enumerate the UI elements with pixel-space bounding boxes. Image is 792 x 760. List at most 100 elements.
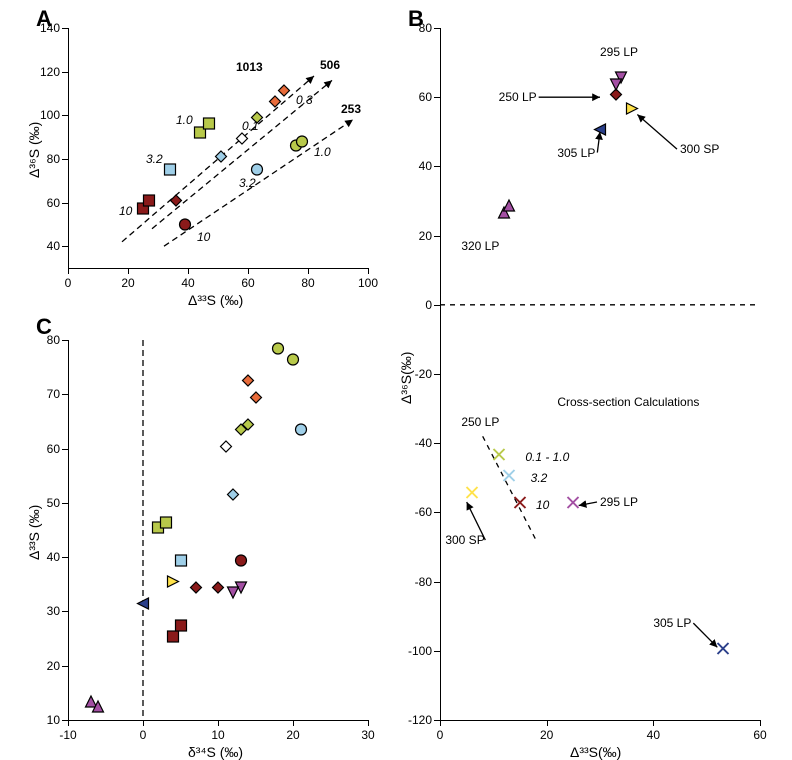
tick-label-x: 60 [750,728,770,742]
annotation: 250 LP [461,415,499,429]
data-marker [566,495,581,515]
tick-label-x: 0 [133,728,153,742]
tick-label-y: 100 [40,108,60,122]
annotation: 3.2 [146,152,163,166]
tick-label-x: 30 [358,728,378,742]
data-marker [502,198,517,218]
annotation: 0.3 [296,93,313,107]
tick-label-x: 0 [430,728,450,742]
tick-label-x: 100 [358,276,378,290]
data-marker [166,574,181,594]
data-marker [188,580,203,600]
annotation: 3.2 [239,176,256,190]
tick-label-y: 20 [47,659,60,673]
tick-label-y: -20 [415,367,432,381]
tick-label-y: -120 [408,713,432,727]
tick-label-y: 80 [47,152,60,166]
tick-label-y: 50 [47,496,60,510]
trend-label: 1013 [236,60,263,74]
data-marker [465,485,480,505]
tick-label-y: -40 [415,436,432,450]
tick-label-y: -100 [408,644,432,658]
data-marker [173,553,188,573]
data-marker [241,373,256,393]
tick-label-x: 0 [58,276,78,290]
x-axis-label: Δ³³S (‰) [188,292,243,308]
annotation: 10 [536,498,549,512]
tick-label-x: 10 [208,728,228,742]
data-marker [226,487,241,507]
tick-label-y: 30 [47,604,60,618]
annotation: 320 LP [461,239,499,253]
tick-label-y: 10 [47,713,60,727]
data-marker [513,495,528,515]
figure-root: A C B 020406080100406080100120140Δ³³S (‰… [0,0,792,756]
data-marker [226,585,241,605]
annotation: 295 LP [600,495,638,509]
x-axis-label: δ³⁴S (‰) [188,744,243,760]
data-marker [214,149,229,169]
data-marker [202,116,217,136]
data-marker [277,83,292,103]
tick-label-y: 120 [40,65,60,79]
tick-label-y: -60 [415,505,432,519]
tick-label-x: 20 [537,728,557,742]
tick-label-y: -80 [415,575,432,589]
data-marker [218,439,233,459]
tick-label-y: 60 [419,90,432,104]
data-marker [178,217,193,237]
trend-label: 253 [341,102,361,116]
tick-label-y: 70 [47,387,60,401]
annotation: 305 LP [653,616,691,630]
tick-label-x: 80 [298,276,318,290]
section-label: Cross-section Calculations [557,395,699,409]
annotation: 300 SP [680,142,719,156]
data-marker [593,122,608,142]
data-marker [295,134,310,154]
tick-label-x: 60 [238,276,258,290]
data-marker [609,77,624,97]
tick-label-y: 80 [419,21,432,35]
tick-label-y: 60 [47,196,60,210]
data-marker [491,447,506,467]
data-marker [211,580,226,600]
data-marker [625,101,640,121]
annotation: 1.0 [314,145,331,159]
annotation: 3.2 [531,471,548,485]
annotation: 250 LP [499,90,537,104]
y-axis-label: Δ³⁶S(‰) [398,352,414,404]
data-marker [169,193,184,213]
trend-label: 506 [320,58,340,72]
tick-label-x: 40 [643,728,663,742]
data-marker [233,553,248,573]
tick-label-y: 40 [419,159,432,173]
data-marker [158,515,173,535]
data-marker [271,341,286,361]
data-marker [715,641,730,661]
data-marker [136,596,151,616]
data-marker [91,699,106,719]
data-marker [173,618,188,638]
data-marker [241,417,256,437]
data-marker [235,131,250,151]
tick-label-y: 0 [425,298,432,312]
annotation: 10 [197,230,210,244]
tick-label-x: 20 [283,728,303,742]
annotation: 300 SP [445,533,484,547]
tick-label-x: 20 [118,276,138,290]
x-axis-label: Δ³³S(‰) [570,744,621,760]
data-marker [293,422,308,442]
tick-label-y: 80 [47,333,60,347]
tick-label-y: 60 [47,442,60,456]
annotation: 1.0 [176,113,193,127]
panel-c-plot [68,340,369,721]
data-marker [286,352,301,372]
annotation: 0.1 - 1.0 [525,450,569,464]
annotation: 0.1 [242,119,259,133]
data-marker [502,468,517,488]
annotation: 10 [119,204,132,218]
y-axis-label: Δ³³S (‰) [26,505,42,560]
data-marker [163,162,178,182]
tick-label-y: 20 [419,229,432,243]
y-axis-label: Δ³⁶S (‰) [26,122,42,178]
